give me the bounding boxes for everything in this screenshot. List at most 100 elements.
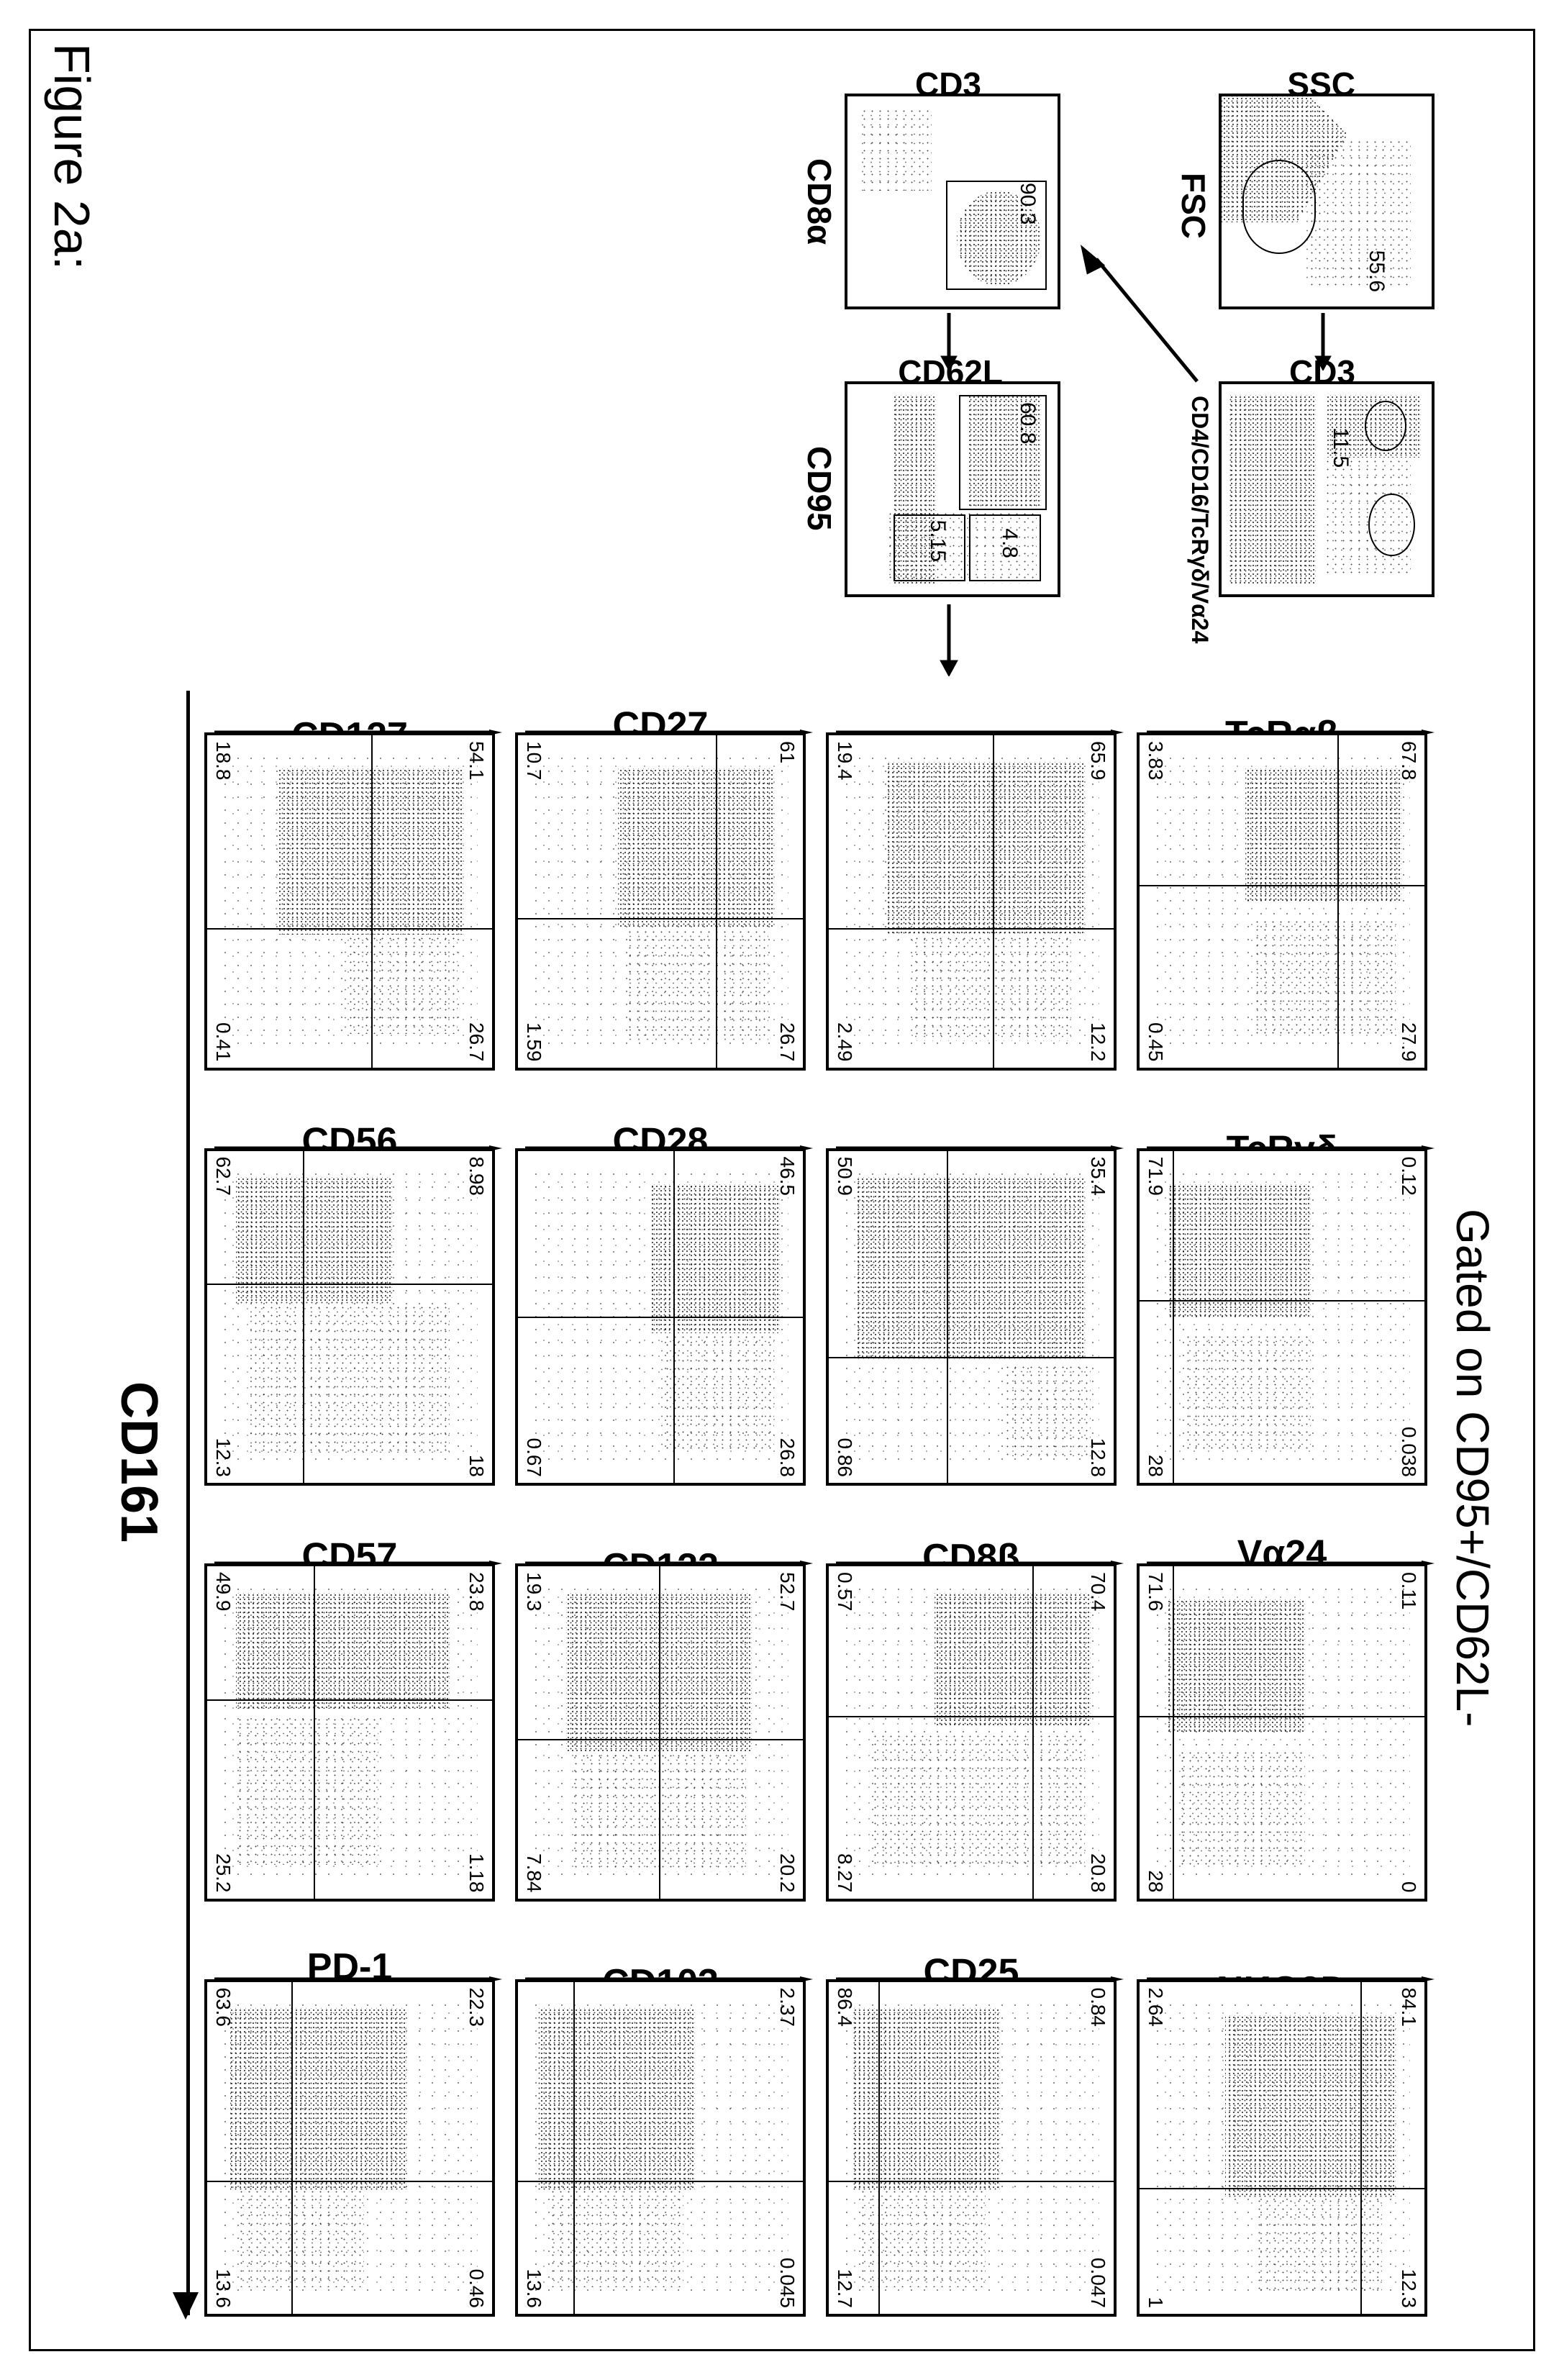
quadrant-value: 86.4 <box>833 1988 856 2027</box>
quadrant-value: 0.11 <box>1397 1572 1420 1609</box>
marker-cell: CD127 54.1 26.7 18.8 0.41 <box>204 691 495 1071</box>
dot-cluster <box>843 1999 1099 2297</box>
marker-cell: TcRγδ 0.12 0.038 71.9 28 <box>1137 1107 1427 1486</box>
dot-cluster <box>222 1583 478 1881</box>
quadrant-value: 0.67 <box>522 1438 545 1478</box>
quadrant-value: 10.7 <box>522 741 545 781</box>
dot-cluster <box>843 752 1099 1050</box>
quadrant-value: 54.1 <box>465 741 488 781</box>
dot-cluster <box>843 1168 1099 1466</box>
quadrant-value: 0.46 <box>465 2269 488 2309</box>
dot-cluster <box>532 1583 788 1881</box>
quadrant-value: 20.2 <box>776 1853 799 1893</box>
marker-cell: CD56 8.98 18 62.7 12.3 <box>204 1107 495 1486</box>
marker-grid: TcRαβ 67.8 27.9 3.83 0.45 TcRγδ <box>204 691 1427 2317</box>
quadrant-value: 18 <box>465 1455 488 1477</box>
quadrant-value: 28 <box>1144 1455 1167 1477</box>
quadrant-value: 12.8 <box>1086 1438 1109 1478</box>
marker-plot: 84.1 12.3 2.64 1 <box>1137 1979 1427 2317</box>
quadrant-value: 13.6 <box>212 2269 235 2309</box>
dot-cluster <box>1154 1999 1410 2297</box>
quadrant-value: 62.7 <box>212 1157 235 1196</box>
gate-value: 90.3 <box>1015 183 1040 224</box>
quadrant-value: 46.5 <box>776 1157 799 1196</box>
quadrant-value: 63.6 <box>212 1988 235 2027</box>
quadrant-value: 35.4 <box>1086 1157 1109 1196</box>
axis-label-cd3: CD3 <box>1289 353 1355 391</box>
quadrant-value: 0.045 <box>776 2258 799 2308</box>
quadrant-value: 71.9 <box>1144 1157 1167 1196</box>
gating-plot-cd62l-cd95: 60.8 4.8 5.15 <box>845 381 1060 597</box>
marker-plot: 67.8 27.9 3.83 0.45 <box>1137 732 1427 1071</box>
quadrant-value: 2.64 <box>1144 1988 1167 2027</box>
marker-cell: TcRαβ 67.8 27.9 3.83 0.45 <box>1137 691 1427 1071</box>
dot-cluster <box>1154 1583 1410 1881</box>
dot-cluster <box>222 1168 478 1466</box>
quadrant-value: 50.9 <box>833 1157 856 1196</box>
marker-plot: 8.98 18 62.7 12.3 <box>204 1148 495 1486</box>
dot-cluster <box>532 1999 788 2297</box>
axis-label-cd95: CD95 <box>800 446 839 531</box>
quadrant-value: 26.7 <box>465 1022 488 1062</box>
gate-value: 55.6 <box>1364 250 1388 292</box>
quadrant-value: 18.8 <box>212 741 235 781</box>
dot-cluster <box>532 752 788 1050</box>
shared-x-label: CD161 <box>109 1381 168 1543</box>
marker-cell: CD103 2.37 0.045 13.6 <box>515 1938 806 2317</box>
gate-value: 5.15 <box>925 520 950 562</box>
quadrant-value: 2.37 <box>776 1988 799 2027</box>
quadrant-value: 52.7 <box>776 1572 799 1612</box>
quadrant-value: 8.27 <box>833 1853 856 1893</box>
marker-cell: CD57 23.8 1.18 49.9 25.2 <box>204 1522 495 1902</box>
marker-plot: 0.11 0 71.6 28 <box>1137 1563 1427 1902</box>
dot-cluster <box>1154 1168 1410 1466</box>
gating-strategy: 55.6 SSC FSC 11.5 CD3 CD4/ <box>212 58 1435 619</box>
dot-cluster <box>222 1999 478 2297</box>
marker-plot: 52.7 20.2 19.3 7.84 <box>515 1563 806 1902</box>
quadrant-value: 12.3 <box>1397 2269 1420 2309</box>
quadrant-value: 12.2 <box>1086 1022 1109 1062</box>
quadrant-value: 0 <box>1397 1881 1420 1893</box>
rotated-wrapper: 55.6 SSC FSC 11.5 CD3 CD4/ <box>0 451 1564 1929</box>
quadrant-value: 2.49 <box>833 1022 856 1062</box>
figure-canvas: 55.6 SSC FSC 11.5 CD3 CD4/ <box>43 43 1521 2337</box>
marker-cell: CD25 0.84 0.047 86.4 12.7 <box>826 1938 1117 2317</box>
quadrant-value: 0.57 <box>833 1572 856 1612</box>
gating-plot-fsc-ssc: 55.6 <box>1219 94 1435 309</box>
marker-plot: 2.37 0.045 13.6 <box>515 1979 806 2317</box>
gating-plot-cd3-dump: 11.5 <box>1219 381 1435 597</box>
dot-cluster <box>843 1583 1099 1881</box>
marker-plot: 61 26.7 10.7 1.59 <box>515 732 806 1071</box>
quadrant-value: 70.4 <box>1086 1572 1109 1612</box>
quadrant-value: 8.98 <box>465 1157 488 1196</box>
marker-cell: Vα24 0.11 0 71.6 28 <box>1137 1522 1427 1902</box>
marker-plot: 0.12 0.038 71.9 28 <box>1137 1148 1427 1486</box>
gating-plot-cd3-cd8a: 90.3 <box>845 94 1060 309</box>
gate-value: 11.5 <box>1328 427 1352 468</box>
quadrant-value: 1 <box>1144 2297 1167 2308</box>
marker-plot: 65.9 12.2 19.4 2.49 <box>826 732 1117 1071</box>
shared-x-axis <box>180 691 190 2315</box>
quadrant-value: 19.4 <box>833 741 856 781</box>
quadrant-value: 61 <box>776 741 799 763</box>
marker-plot: 35.4 12.8 50.9 0.86 <box>826 1148 1117 1486</box>
quadrant-value: 65.9 <box>1086 741 1109 781</box>
figure-label: Figure 2a: <box>43 43 101 270</box>
quadrant-value: 0.84 <box>1086 1988 1109 2027</box>
marker-cell: CD122 52.7 20.2 19.3 7.84 <box>515 1522 806 1902</box>
marker-cell: CD27 61 26.7 10.7 1.59 <box>515 691 806 1071</box>
marker-cell: CD45RA 65.9 12.2 19.4 2.49 <box>826 691 1117 1071</box>
axis-label-cd3: CD3 <box>915 65 981 104</box>
quadrant-value: 1.18 <box>465 1853 488 1893</box>
quadrant-value: 26.7 <box>776 1022 799 1062</box>
quadrant-value: 12.3 <box>212 1438 235 1478</box>
gate-value: 60.8 <box>1015 402 1040 444</box>
marker-cell: CD8β 70.4 20.8 0.57 8.27 <box>826 1522 1117 1902</box>
quadrant-value: 23.8 <box>465 1572 488 1612</box>
axis-label-ssc: SSC <box>1287 65 1355 104</box>
marker-cell: CD45RO 35.4 12.8 50.9 0.86 <box>826 1107 1117 1486</box>
arrow-icon <box>1075 237 1204 396</box>
quadrant-value: 12.7 <box>833 2269 856 2309</box>
axis-label-cd8a: CD8α <box>800 158 839 245</box>
axis-label-dump: CD4/CD16/TcRγδ/Vα24 <box>1186 396 1213 597</box>
